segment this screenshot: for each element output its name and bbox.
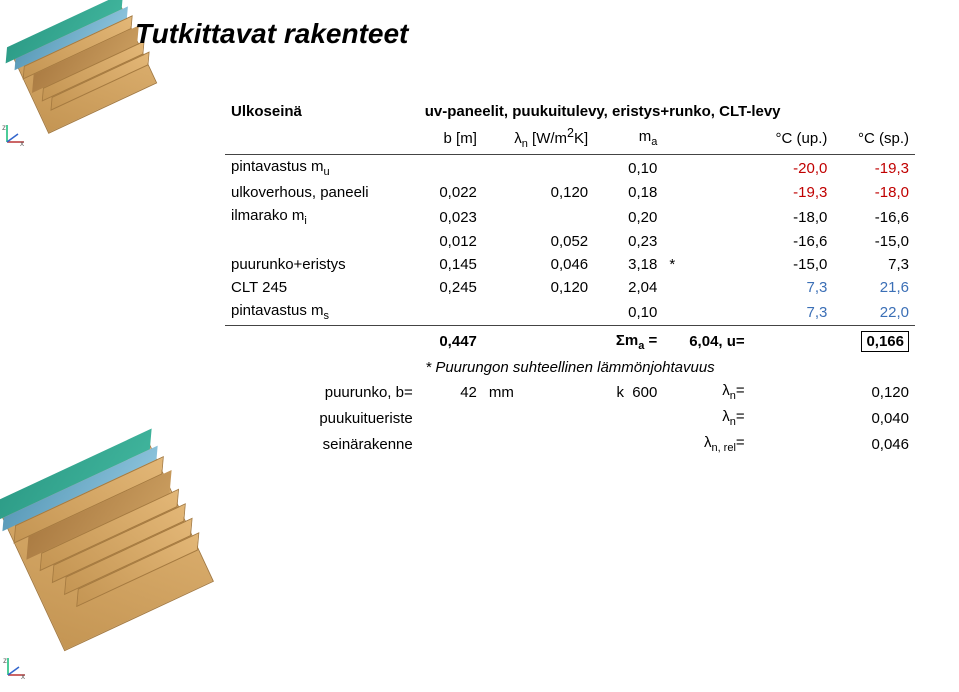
axis-indicator-top: z x	[2, 122, 28, 148]
extra-v1: 42	[419, 379, 483, 405]
extra-val: 0,120	[833, 379, 915, 405]
table-title: Ulkoseinä	[225, 100, 419, 123]
row-label: pintavastus mu	[225, 155, 419, 181]
svg-text:z: z	[2, 123, 6, 132]
cell-ma: 0,20	[594, 204, 663, 230]
extra-val: 0,046	[833, 431, 915, 457]
cell-star	[663, 155, 750, 181]
row-label: CLT 245	[225, 276, 419, 299]
row-label	[225, 230, 419, 253]
cell-ma: 2,04	[594, 276, 663, 299]
cell-star	[663, 181, 750, 204]
wall-illustration-bottom	[10, 450, 210, 660]
cell-up: -15,0	[751, 253, 834, 276]
extra-label: seinärakenne	[225, 431, 419, 457]
cell-up: -16,6	[751, 230, 834, 253]
extra-u1	[483, 405, 594, 431]
svg-text:x: x	[21, 672, 25, 681]
cell-sp: 22,0	[833, 299, 915, 325]
row-label: ulkoverhous, paneeli	[225, 181, 419, 204]
cell-up: -20,0	[751, 155, 834, 181]
extra-v1	[419, 431, 483, 457]
extra-end: λn=	[663, 405, 750, 431]
cell-lambda: 0,120	[483, 181, 594, 204]
cell-ma: 3,18	[594, 253, 663, 276]
extra-v2	[594, 431, 663, 457]
extra-end: λn=	[663, 379, 750, 405]
cell-sp: -19,3	[833, 155, 915, 181]
cell-lambda	[483, 155, 594, 181]
cell-up: 7,3	[751, 299, 834, 325]
cell-star	[663, 276, 750, 299]
cell-star: *	[663, 253, 750, 276]
cell-b	[419, 155, 483, 181]
cell-star	[663, 230, 750, 253]
extra-v1	[419, 405, 483, 431]
cell-b: 0,022	[419, 181, 483, 204]
page-title: Tutkittavat rakenteet	[135, 18, 408, 50]
cell-b: 0,145	[419, 253, 483, 276]
cell-star	[663, 204, 750, 230]
axis-indicator-bottom: z x	[3, 655, 29, 681]
col-b: b [m]	[419, 123, 483, 155]
extra-end: λn, rel=	[663, 431, 750, 457]
u-value: 0,166	[833, 325, 915, 355]
cell-ma: 0,23	[594, 230, 663, 253]
cell-star	[663, 299, 750, 325]
cell-sp: -18,0	[833, 181, 915, 204]
extra-v2: k 600	[594, 379, 663, 405]
row-label: ilmarako mi	[225, 204, 419, 230]
cell-sp: 21,6	[833, 276, 915, 299]
extra-v2	[594, 405, 663, 431]
extra-u1	[483, 431, 594, 457]
cell-sp: 7,3	[833, 253, 915, 276]
col-sp: °C (sp.)	[833, 123, 915, 155]
cell-lambda: 0,052	[483, 230, 594, 253]
cell-ma: 0,10	[594, 155, 663, 181]
extra-val: 0,040	[833, 405, 915, 431]
col-up: °C (up.)	[751, 123, 834, 155]
cell-ma: 0,10	[594, 299, 663, 325]
cell-b	[419, 299, 483, 325]
svg-text:z: z	[3, 656, 7, 665]
cell-lambda: 0,046	[483, 253, 594, 276]
sum-sigma: 6,04, u=	[663, 325, 750, 355]
col-ma: ma	[594, 123, 663, 155]
sum-b: 0,447	[419, 325, 483, 355]
cell-up: -19,3	[751, 181, 834, 204]
extra-label: puukuitueriste	[225, 405, 419, 431]
row-label: pintavastus ms	[225, 299, 419, 325]
cell-lambda	[483, 204, 594, 230]
extra-label: puurunko, b=	[225, 379, 419, 405]
cell-b: 0,245	[419, 276, 483, 299]
cell-lambda: 0,120	[483, 276, 594, 299]
svg-text:x: x	[20, 139, 24, 148]
footnote: * Puurungon suhteellinen lämmönjohtavuus	[225, 355, 915, 379]
structure-table: Ulkoseinä uv-paneelit, puukuitulevy, eri…	[225, 100, 915, 457]
cell-lambda	[483, 299, 594, 325]
cell-ma: 0,18	[594, 181, 663, 204]
cell-up: -18,0	[751, 204, 834, 230]
cell-b: 0,012	[419, 230, 483, 253]
col-lambda: λn [W/m2K]	[483, 123, 594, 155]
table-subtitle: uv-paneelit, puukuitulevy, eristys+runko…	[419, 100, 915, 123]
cell-sp: -16,6	[833, 204, 915, 230]
cell-up: 7,3	[751, 276, 834, 299]
row-label: puurunko+eristys	[225, 253, 419, 276]
cell-b: 0,023	[419, 204, 483, 230]
extra-u1: mm	[483, 379, 594, 405]
cell-sp: -15,0	[833, 230, 915, 253]
sum-sigma-label: Σma =	[594, 325, 663, 355]
